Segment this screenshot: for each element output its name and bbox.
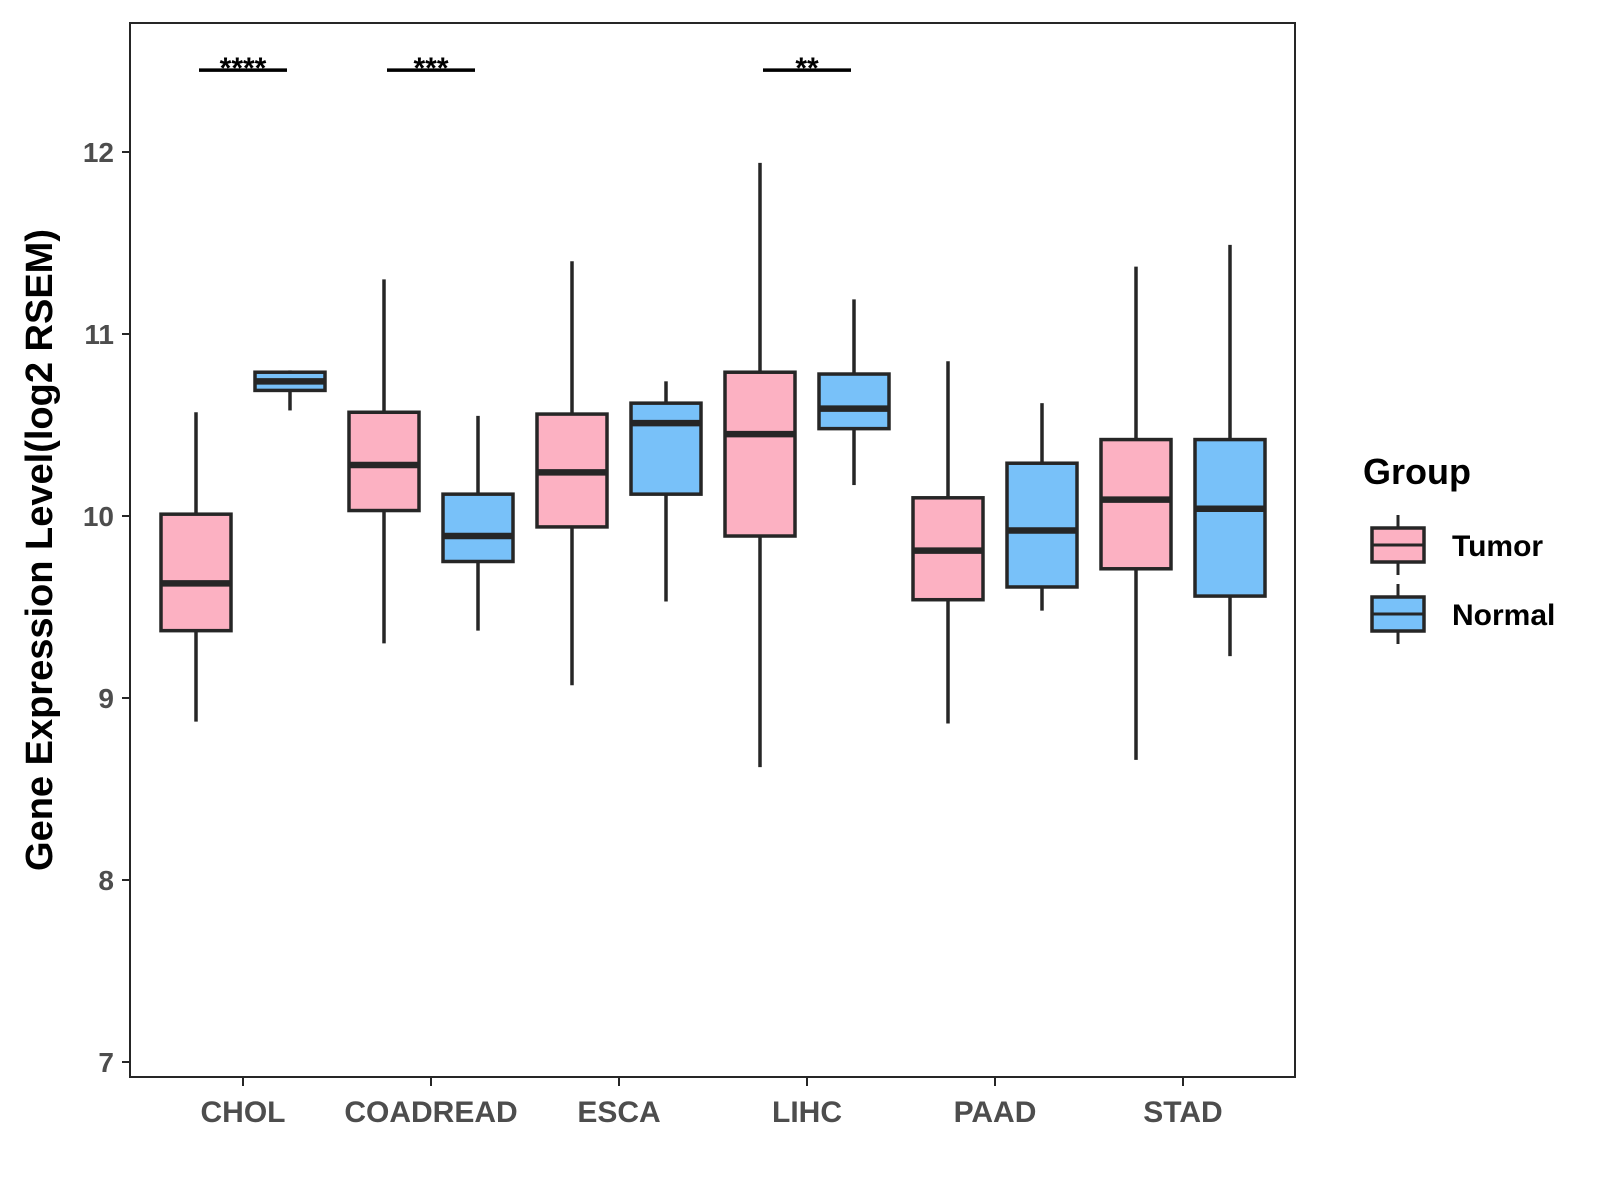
box-paad-normal bbox=[1005, 403, 1079, 611]
box-coadread-normal bbox=[441, 415, 515, 631]
box-esca-tumor bbox=[535, 261, 609, 686]
y-tick-label-12: 12 bbox=[83, 137, 114, 168]
y-tick-label-7: 7 bbox=[98, 1047, 114, 1078]
significance-annotations: **** *** ** bbox=[199, 52, 851, 85]
legend-label-normal: Normal bbox=[1452, 599, 1555, 632]
y-axis: 7 8 9 10 11 12 bbox=[83, 137, 130, 1078]
sig-label-lihc: ** bbox=[795, 52, 819, 85]
sig-coadread: *** bbox=[387, 52, 475, 85]
sig-label-coadread: *** bbox=[413, 52, 448, 85]
sig-lihc: ** bbox=[763, 52, 851, 85]
iqr-box-coadread-normal bbox=[441, 492, 515, 564]
legend-entry-normal: Normal bbox=[1370, 584, 1555, 644]
iqr-box-lihc-normal bbox=[817, 372, 891, 431]
sig-chol: **** bbox=[199, 52, 287, 85]
x-tick-label-lihc: LIHC bbox=[772, 1096, 842, 1129]
y-tick-label-8: 8 bbox=[98, 865, 114, 896]
iqr-box-coadread-tumor bbox=[347, 410, 421, 513]
box-lihc-tumor bbox=[723, 162, 797, 768]
x-tick-label-coadread: COADREAD bbox=[344, 1096, 517, 1129]
sig-label-chol: **** bbox=[220, 52, 267, 85]
box-chol-tumor bbox=[159, 412, 233, 722]
box-stad-tumor bbox=[1099, 266, 1173, 760]
iqr-box-chol-tumor bbox=[159, 512, 233, 633]
iqr-box-paad-normal bbox=[1005, 461, 1079, 589]
box-coadread-tumor bbox=[347, 279, 421, 644]
y-axis-title: Gene Expression Level(log2 RSEM) bbox=[19, 229, 61, 871]
y-tick-label-9: 9 bbox=[98, 683, 114, 714]
legend-title: Group bbox=[1363, 451, 1471, 492]
x-tick-label-chol: CHOL bbox=[201, 1096, 286, 1129]
box-esca-normal bbox=[629, 381, 703, 602]
x-axis: CHOL COADREAD ESCA LIHC PAAD STAD bbox=[201, 1077, 1223, 1129]
x-tick-label-esca: ESCA bbox=[577, 1096, 660, 1129]
y-tick-label-10: 10 bbox=[83, 501, 114, 532]
legend-entry-tumor: Tumor bbox=[1370, 515, 1543, 575]
box-stad-normal bbox=[1193, 244, 1267, 657]
x-tick-label-stad: STAD bbox=[1143, 1096, 1222, 1129]
box-chol-normal bbox=[253, 370, 327, 411]
iqr-box-stad-tumor bbox=[1099, 437, 1173, 571]
box-paad-tumor bbox=[911, 361, 985, 724]
boxes-layer bbox=[159, 162, 1267, 768]
legend-label-tumor: Tumor bbox=[1452, 530, 1543, 563]
iqr-box-stad-normal bbox=[1193, 437, 1267, 598]
y-tick-label-11: 11 bbox=[84, 319, 114, 350]
legend: Group Tumor Normal bbox=[1363, 451, 1555, 644]
iqr-box-lihc-tumor bbox=[723, 370, 797, 538]
iqr-box-esca-normal bbox=[629, 401, 703, 496]
x-tick-label-paad: PAAD bbox=[954, 1096, 1037, 1129]
box-lihc-normal bbox=[817, 299, 891, 486]
